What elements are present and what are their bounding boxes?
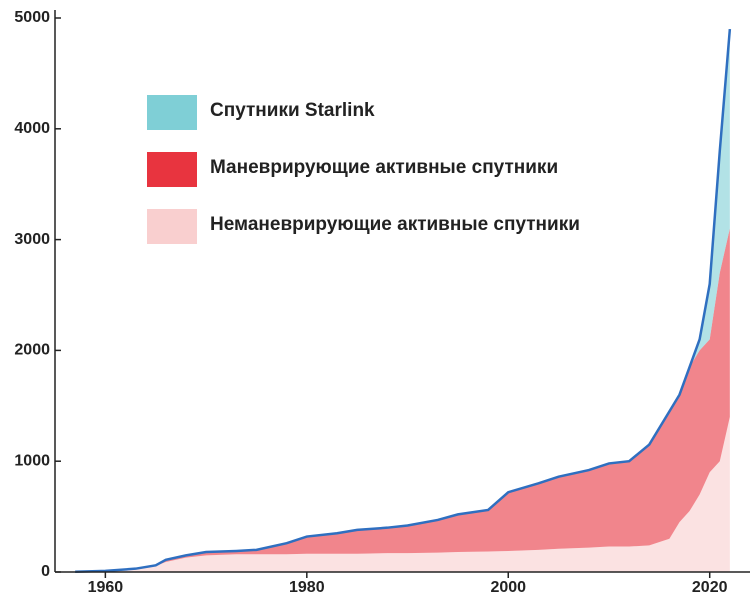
y-tick-label: 0 xyxy=(41,563,50,580)
y-tick-label: 4000 xyxy=(14,120,50,137)
x-tick-label: 1980 xyxy=(289,579,325,596)
legend-label: Маневрирующие активные спутники xyxy=(210,157,558,178)
x-tick-label: 1960 xyxy=(88,579,124,596)
y-tick-label: 5000 xyxy=(14,9,50,26)
area xyxy=(75,416,730,572)
y-tick-label: 1000 xyxy=(14,452,50,469)
total-line xyxy=(75,28,732,574)
legend-swatch xyxy=(147,209,197,244)
y-tick-label: 3000 xyxy=(14,231,50,248)
legend-label: Спутники Starlink xyxy=(210,100,375,121)
area xyxy=(75,228,730,572)
x-tick-label: 2020 xyxy=(692,579,728,596)
y-tick-label: 2000 xyxy=(14,342,50,359)
x-tick-label: 2000 xyxy=(490,579,526,596)
legend-label: Неманеврирующие активные спутники xyxy=(210,214,580,235)
legend-swatch xyxy=(147,152,197,187)
legend-swatch xyxy=(147,95,197,130)
